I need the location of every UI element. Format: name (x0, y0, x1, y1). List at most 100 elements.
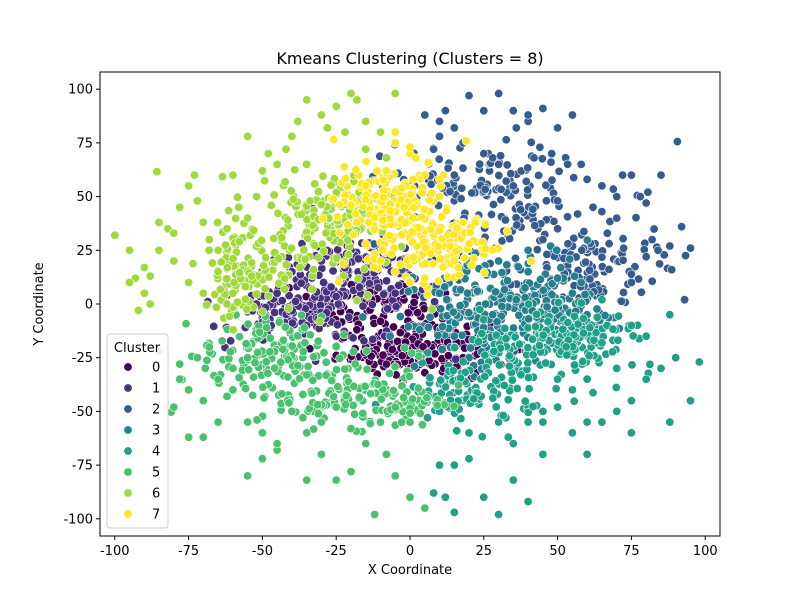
point-cluster-6 (277, 233, 287, 243)
point-cluster-2 (618, 255, 628, 265)
point-cluster-6 (287, 131, 297, 141)
point-cluster-2 (647, 276, 657, 286)
point-cluster-6 (353, 273, 363, 283)
point-cluster-2 (496, 195, 506, 205)
point-cluster-6 (257, 166, 267, 176)
point-cluster-4 (626, 428, 636, 438)
point-cluster-7 (407, 227, 417, 237)
point-cluster-5 (321, 370, 331, 380)
point-cluster-4 (527, 334, 537, 344)
point-cluster-2 (480, 184, 490, 194)
point-cluster-7 (329, 135, 339, 145)
point-cluster-4 (569, 330, 579, 340)
point-cluster-6 (281, 144, 291, 154)
point-cluster-5 (278, 344, 288, 354)
point-cluster-6 (286, 186, 296, 196)
point-cluster-5 (390, 362, 400, 372)
point-cluster-4 (578, 356, 588, 366)
point-cluster-7 (442, 206, 452, 216)
point-cluster-7 (399, 202, 409, 212)
point-cluster-2 (573, 209, 583, 219)
point-cluster-6 (234, 237, 244, 247)
point-cluster-6 (361, 116, 371, 126)
point-cluster-6 (202, 300, 212, 310)
point-cluster-4 (538, 330, 548, 340)
point-cluster-5 (365, 419, 375, 429)
point-cluster-2 (457, 183, 467, 193)
point-cluster-6 (145, 299, 155, 309)
point-cluster-2 (585, 274, 595, 284)
point-cluster-6 (313, 187, 323, 197)
point-cluster-5 (333, 382, 343, 392)
point-cluster-2 (554, 166, 564, 176)
point-cluster-5 (272, 439, 282, 449)
point-cluster-5 (390, 402, 400, 412)
point-cluster-4 (523, 323, 533, 333)
x-tick-label: -100 (100, 544, 130, 559)
point-cluster-5 (309, 424, 319, 434)
point-cluster-5 (175, 374, 185, 384)
point-cluster-2 (443, 163, 453, 173)
point-cluster-3 (567, 288, 577, 298)
point-cluster-2 (502, 160, 512, 170)
point-cluster-4 (494, 417, 504, 427)
point-cluster-4 (553, 402, 563, 412)
point-cluster-3 (520, 283, 530, 293)
point-cluster-1 (344, 312, 354, 322)
point-cluster-5 (302, 370, 312, 380)
point-cluster-5 (309, 352, 319, 362)
point-cluster-7 (361, 181, 371, 191)
point-cluster-6 (346, 89, 356, 99)
point-cluster-4 (528, 350, 538, 360)
point-cluster-5 (422, 393, 432, 403)
point-cluster-5 (243, 471, 253, 481)
point-cluster-1 (277, 296, 287, 306)
point-cluster-6 (133, 305, 143, 315)
point-cluster-4 (665, 417, 675, 427)
point-cluster-3 (552, 245, 562, 255)
point-cluster-4 (504, 351, 514, 361)
point-cluster-7 (351, 209, 361, 219)
point-cluster-2 (562, 212, 572, 222)
point-cluster-4 (538, 449, 548, 459)
point-cluster-7 (378, 192, 388, 202)
point-cluster-2 (569, 173, 579, 183)
point-cluster-7 (408, 252, 418, 262)
point-cluster-4 (561, 342, 571, 352)
point-cluster-5 (302, 475, 312, 485)
point-cluster-1 (383, 304, 393, 314)
point-cluster-5 (261, 357, 271, 367)
point-cluster-5 (361, 439, 371, 449)
point-cluster-5 (405, 408, 415, 418)
point-cluster-6 (261, 253, 271, 263)
point-cluster-4 (491, 330, 501, 340)
point-cluster-4 (645, 359, 655, 369)
point-cluster-4 (569, 396, 579, 406)
point-cluster-4 (627, 360, 637, 370)
point-cluster-1 (284, 291, 294, 301)
point-cluster-7 (423, 158, 433, 168)
point-cluster-4 (534, 341, 544, 351)
point-cluster-2 (434, 154, 444, 164)
point-cluster-6 (152, 167, 162, 177)
point-cluster-5 (287, 341, 297, 351)
point-cluster-2 (665, 241, 675, 251)
point-cluster-6 (293, 116, 303, 126)
point-cluster-5 (313, 336, 323, 346)
point-cluster-6 (397, 242, 407, 252)
point-cluster-7 (435, 254, 445, 264)
point-cluster-5 (302, 428, 312, 438)
point-cluster-5 (234, 373, 244, 383)
point-cluster-4 (491, 376, 501, 386)
point-cluster-2 (553, 123, 563, 133)
point-cluster-4 (694, 357, 704, 367)
point-cluster-3 (437, 344, 447, 354)
point-cluster-3 (358, 312, 368, 322)
point-cluster-2 (626, 269, 636, 279)
point-cluster-6 (222, 299, 232, 309)
point-cluster-6 (352, 95, 362, 105)
point-cluster-7 (470, 218, 480, 228)
point-cluster-4 (469, 394, 479, 404)
point-cluster-4 (612, 406, 622, 416)
point-cluster-6 (264, 272, 274, 282)
